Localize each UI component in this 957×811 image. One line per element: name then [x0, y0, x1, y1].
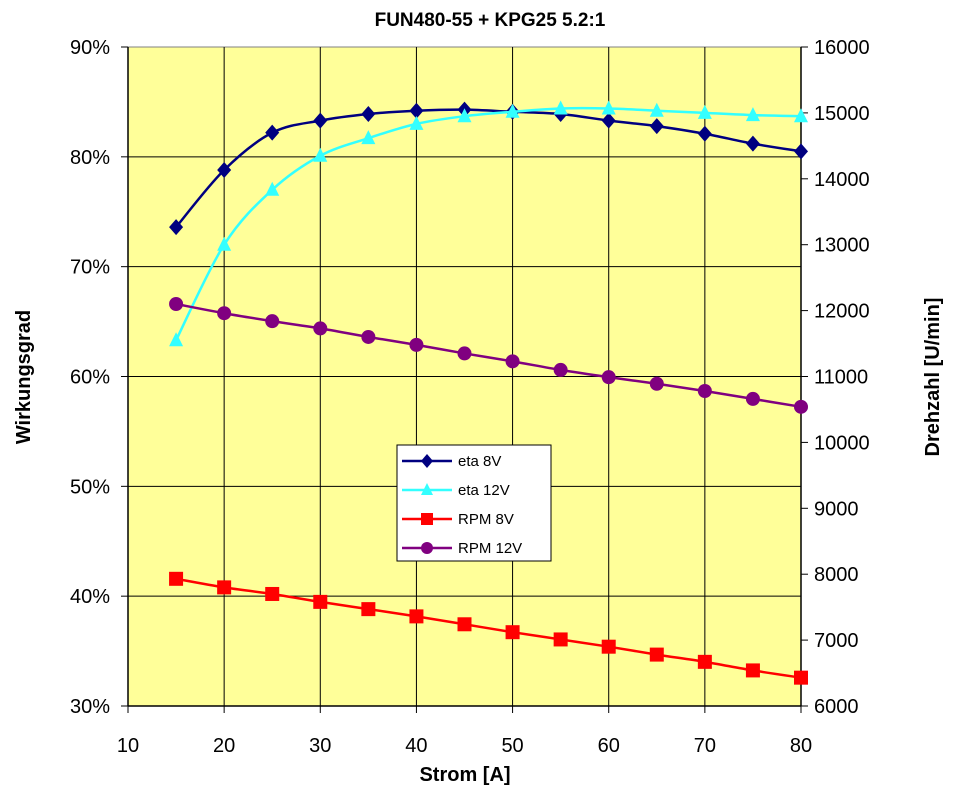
right-tick-label: 9000 — [814, 498, 859, 520]
series-layer — [169, 100, 808, 685]
data-point-rpm-12v — [745, 391, 760, 406]
data-point-rpm-12v — [409, 337, 424, 352]
data-point-eta-12v — [553, 100, 568, 115]
data-point-eta-8v — [361, 105, 376, 122]
right-tick-label: 12000 — [814, 301, 870, 323]
data-point-eta-12v — [745, 107, 760, 122]
data-point-rpm-8v — [265, 586, 280, 601]
x-tick-label: 80 — [790, 735, 812, 757]
right-tick-label: 7000 — [814, 630, 859, 652]
data-point-rpm-12v — [265, 314, 280, 329]
data-point-rpm-12v — [697, 383, 712, 398]
x-tick-label: 10 — [117, 735, 139, 757]
x-tick-label: 70 — [694, 735, 716, 757]
data-point-eta-8v — [169, 219, 184, 236]
data-point-rpm-8v — [505, 625, 520, 640]
data-point-eta-12v — [169, 332, 184, 347]
data-point-rpm-8v — [409, 609, 424, 624]
data-point-rpm-8v — [745, 663, 760, 678]
data-point-rpm-8v — [313, 594, 328, 609]
legend-marker-rpm-12v — [421, 542, 433, 554]
data-point-eta-8v — [794, 143, 808, 160]
data-point-eta-8v — [649, 118, 664, 135]
right-tick-label: 16000 — [814, 37, 870, 59]
data-point-rpm-12v — [169, 297, 184, 312]
right-tick-label: 13000 — [814, 235, 870, 257]
data-point-rpm-8v — [697, 654, 712, 669]
right-tick-label: 10000 — [814, 432, 870, 454]
data-point-rpm-12v — [361, 329, 376, 344]
right-tick-label: 15000 — [814, 103, 870, 125]
x-tick-label: 20 — [213, 735, 235, 757]
left-axis-title: Wirkungsgrad — [13, 310, 35, 444]
left-tick-label: 90% — [70, 37, 110, 59]
data-point-rpm-8v — [649, 647, 664, 662]
legend: eta 8V eta 12V RPM 8V RPM 12V — [396, 444, 552, 562]
data-point-rpm-12v — [457, 346, 472, 361]
data-point-rpm-8v — [553, 632, 568, 647]
left-tick-label: 50% — [70, 476, 110, 498]
left-tick-label: 40% — [70, 586, 110, 608]
data-point-rpm-12v — [553, 362, 568, 377]
legend-label-eta-8v: eta 8V — [458, 453, 501, 470]
data-point-eta-12v — [649, 102, 664, 117]
data-point-rpm-12v — [217, 306, 232, 321]
data-point-eta-8v — [217, 162, 232, 179]
x-tick-label: 50 — [501, 735, 523, 757]
series-rpm-8v — [169, 571, 808, 685]
axes: 10 20 30 40 50 60 70 80 30% 40% 50% 60% 70% 80% 90% 600… — [70, 37, 870, 757]
data-point-rpm-8v — [361, 602, 376, 617]
data-point-eta-8v — [697, 125, 712, 142]
data-point-eta-8v — [265, 124, 280, 141]
data-point-rpm-8v — [794, 670, 808, 685]
data-point-rpm-8v — [601, 639, 616, 654]
data-point-eta-8v — [601, 112, 616, 129]
series-eta-12v — [169, 100, 808, 347]
left-tick-label: 60% — [70, 367, 110, 389]
right-axis-title: Drehzahl [U/min] — [922, 298, 944, 457]
data-point-eta-8v — [313, 112, 328, 129]
data-point-eta-12v — [409, 115, 424, 130]
left-tick-label: 30% — [70, 696, 110, 718]
left-tick-label: 80% — [70, 147, 110, 169]
data-point-eta-12v — [505, 103, 520, 118]
right-tick-label: 11000 — [814, 367, 868, 389]
x-tick-label: 30 — [309, 735, 331, 757]
left-tick-label: 70% — [70, 257, 110, 279]
legend-label-eta-12v: eta 12V — [458, 482, 510, 499]
legend-box — [396, 444, 552, 562]
data-point-eta-8v — [745, 135, 760, 152]
data-point-eta-12v — [457, 108, 472, 123]
data-point-eta-12v — [313, 147, 328, 162]
chart-title: FUN480-55 + KPG25 5.2:1 — [375, 10, 606, 31]
right-tick-label: 6000 — [814, 696, 859, 718]
x-tick-label: 40 — [405, 735, 427, 757]
data-point-eta-8v — [409, 102, 424, 119]
right-tick-label: 8000 — [814, 564, 859, 586]
data-point-eta-12v — [794, 108, 808, 123]
x-axis-title: Strom [A] — [419, 764, 510, 786]
data-point-eta-12v — [265, 181, 280, 196]
data-point-rpm-12v — [505, 354, 520, 369]
x-tick-label: 60 — [598, 735, 620, 757]
data-point-rpm-12v — [313, 321, 328, 336]
legend-marker-eta-8v — [421, 454, 433, 468]
data-point-rpm-8v — [457, 617, 472, 632]
legend-label-rpm-12v: RPM 12V — [458, 540, 522, 557]
data-point-rpm-12v — [601, 370, 616, 385]
data-point-rpm-12v — [649, 376, 664, 391]
legend-marker-rpm-8v — [421, 513, 433, 525]
data-point-rpm-12v — [794, 399, 808, 414]
data-point-rpm-8v — [169, 571, 184, 586]
data-point-eta-12v — [601, 100, 616, 115]
data-point-eta-12v — [217, 236, 232, 251]
right-tick-label: 14000 — [814, 169, 870, 191]
series-rpm-12v — [169, 297, 808, 414]
data-point-eta-12v — [697, 104, 712, 119]
legend-label-rpm-8v: RPM 8V — [458, 511, 514, 528]
legend-marker-eta-12v — [421, 483, 433, 495]
data-point-rpm-8v — [217, 580, 232, 595]
data-point-eta-12v — [361, 130, 376, 145]
